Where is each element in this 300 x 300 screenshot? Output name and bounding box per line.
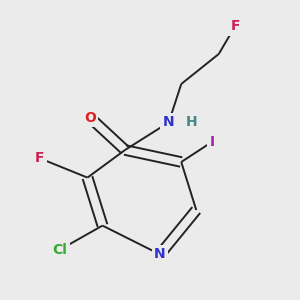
- Text: H: H: [185, 116, 197, 129]
- Text: I: I: [210, 135, 215, 148]
- Text: F: F: [230, 20, 240, 33]
- Text: N: N: [163, 116, 175, 129]
- Text: H: H: [185, 116, 197, 129]
- Text: N: N: [154, 248, 166, 261]
- Text: Cl: Cl: [52, 243, 68, 256]
- Text: O: O: [84, 111, 96, 124]
- Text: F: F: [35, 152, 45, 165]
